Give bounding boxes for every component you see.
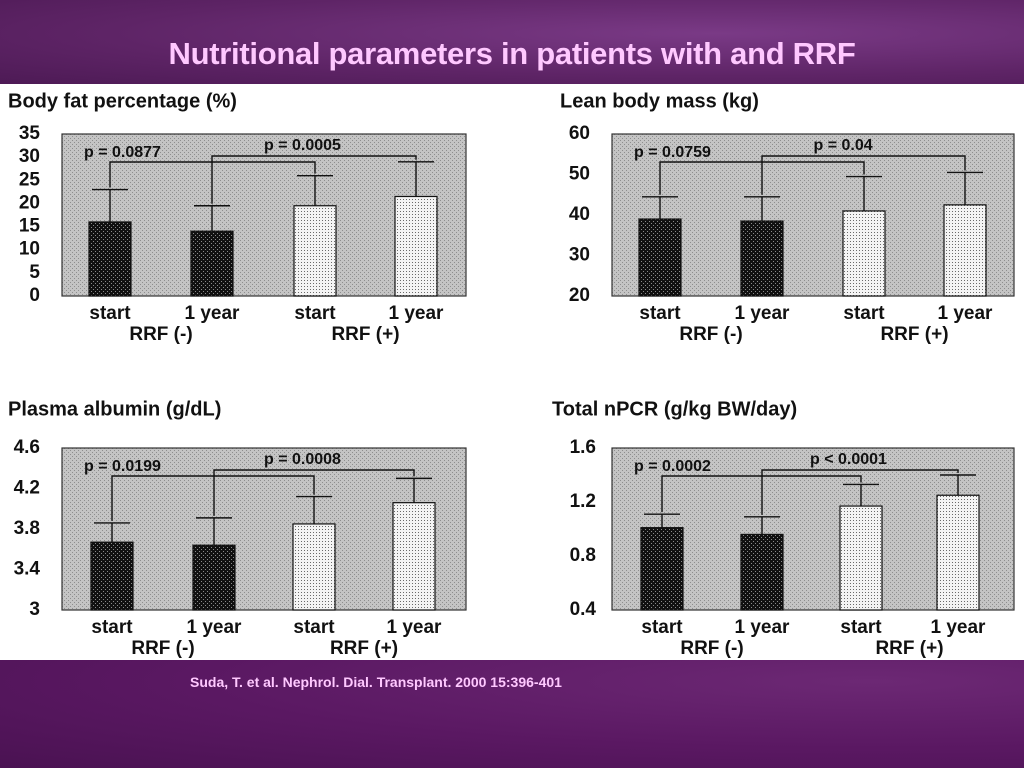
bar xyxy=(740,533,784,611)
bar xyxy=(392,502,436,611)
bar xyxy=(839,505,883,611)
x-tick-label: 1 year xyxy=(187,617,243,638)
bar xyxy=(292,523,336,611)
figure-area: Body fat percentage (%) 35 30 25 20 15 10 5 0 p =… xyxy=(0,84,1024,660)
p-value-label: p = 0.0008 xyxy=(264,451,341,468)
group-label: RRF (-) xyxy=(679,324,742,345)
x-tick-label: start xyxy=(294,303,336,324)
x-tick-label: start xyxy=(91,617,133,638)
group-label: RRF (+) xyxy=(331,324,399,345)
chart-title: Total nPCR (g/kg BW/day) xyxy=(552,398,797,420)
group-label: RRF (-) xyxy=(129,324,192,345)
x-tick-label: start xyxy=(641,617,683,638)
slide-title: Nutritional parameters in patients with … xyxy=(168,36,856,71)
chart-panel-4: Total nPCR (g/kg BW/day) 1.6 1.2 0.8 0.4 p = … xyxy=(552,398,1015,659)
x-tick-label: start xyxy=(840,617,882,638)
bar xyxy=(638,218,682,297)
bar xyxy=(640,527,684,611)
y-tick-label: 0 xyxy=(29,285,40,306)
chart-title: Lean body mass (kg) xyxy=(560,90,759,112)
group-label: RRF (+) xyxy=(330,638,398,659)
y-tick-label: 20 xyxy=(19,192,40,213)
p-value-label: p < 0.0001 xyxy=(810,451,887,468)
p-value-label: p = 0.0877 xyxy=(84,144,161,161)
x-tick-label: 1 year xyxy=(931,617,987,638)
x-tick-label: 1 year xyxy=(735,617,791,638)
p-value-label: p = 0.0759 xyxy=(634,144,711,161)
slide-footer xyxy=(0,660,1024,768)
chart-panel-3: Plasma albumin (g/dL) 4.6 4.2 3.8 3.4 3 p = 0.… xyxy=(8,398,467,659)
y-tick-label: 0.4 xyxy=(570,599,597,620)
x-tick-label: 1 year xyxy=(389,303,445,324)
x-tick-label: start xyxy=(843,303,885,324)
y-tick-label: 30 xyxy=(19,146,40,167)
y-tick-label: 10 xyxy=(19,239,40,260)
bar xyxy=(293,205,337,297)
bar xyxy=(394,195,438,297)
citation-text: Suda, T. et al. Nephrol. Dial. Transplan… xyxy=(190,674,562,690)
y-tick-label: 3.4 xyxy=(14,559,41,580)
bar xyxy=(936,494,980,611)
significance-bracket xyxy=(111,475,315,521)
bar xyxy=(943,204,987,297)
y-tick-label: 5 xyxy=(29,262,40,283)
group-label: RRF (+) xyxy=(875,638,943,659)
y-tick-label: 1.2 xyxy=(570,491,596,512)
bar xyxy=(88,221,132,297)
significance-bracket xyxy=(761,155,966,195)
bar xyxy=(192,544,236,611)
x-tick-label: start xyxy=(293,617,335,638)
x-tick-label: 1 year xyxy=(387,617,443,638)
y-tick-label: 30 xyxy=(569,245,590,266)
x-tick-label: start xyxy=(639,303,681,324)
y-tick-label: 3 xyxy=(29,599,40,620)
chart-panel-2: Lean body mass (kg) 60 50 40 30 20 p = 0.0759 p… xyxy=(560,90,1015,345)
significance-bracket xyxy=(761,469,959,515)
x-tick-label: 1 year xyxy=(185,303,241,324)
chart-title: Body fat percentage (%) xyxy=(8,90,237,112)
y-tick-label: 20 xyxy=(569,285,590,306)
chart-title: Plasma albumin (g/dL) xyxy=(8,398,221,420)
x-tick-label: 1 year xyxy=(735,303,791,324)
group-label: RRF (+) xyxy=(880,324,948,345)
y-tick-label: 3.8 xyxy=(14,518,40,539)
p-value-label: p = 0.0005 xyxy=(264,137,341,154)
group-label: RRF (-) xyxy=(680,638,743,659)
y-tick-label: 40 xyxy=(569,204,590,225)
y-tick-label: 15 xyxy=(19,216,41,237)
y-tick-label: 35 xyxy=(19,123,41,144)
bar xyxy=(190,230,234,297)
y-tick-label: 4.6 xyxy=(14,437,40,458)
significance-bracket xyxy=(211,155,417,204)
bar xyxy=(90,541,134,611)
group-label: RRF (-) xyxy=(131,638,194,659)
x-tick-label: start xyxy=(89,303,131,324)
p-value-label: p = 0.04 xyxy=(814,137,873,154)
y-tick-label: 1.6 xyxy=(570,437,596,458)
y-tick-label: 4.2 xyxy=(14,478,40,499)
y-tick-label: 60 xyxy=(569,123,590,144)
x-tick-label: 1 year xyxy=(938,303,994,324)
p-value-label: p = 0.0199 xyxy=(84,458,161,475)
y-tick-label: 0.8 xyxy=(570,545,596,566)
slide-header: Nutritional parameters in patients with … xyxy=(0,0,1024,84)
y-tick-label: 25 xyxy=(19,169,41,190)
significance-bracket xyxy=(213,469,415,516)
p-value-label: p = 0.0002 xyxy=(634,458,711,475)
y-tick-label: 50 xyxy=(569,164,590,185)
bar xyxy=(842,210,886,297)
bar xyxy=(740,220,784,297)
